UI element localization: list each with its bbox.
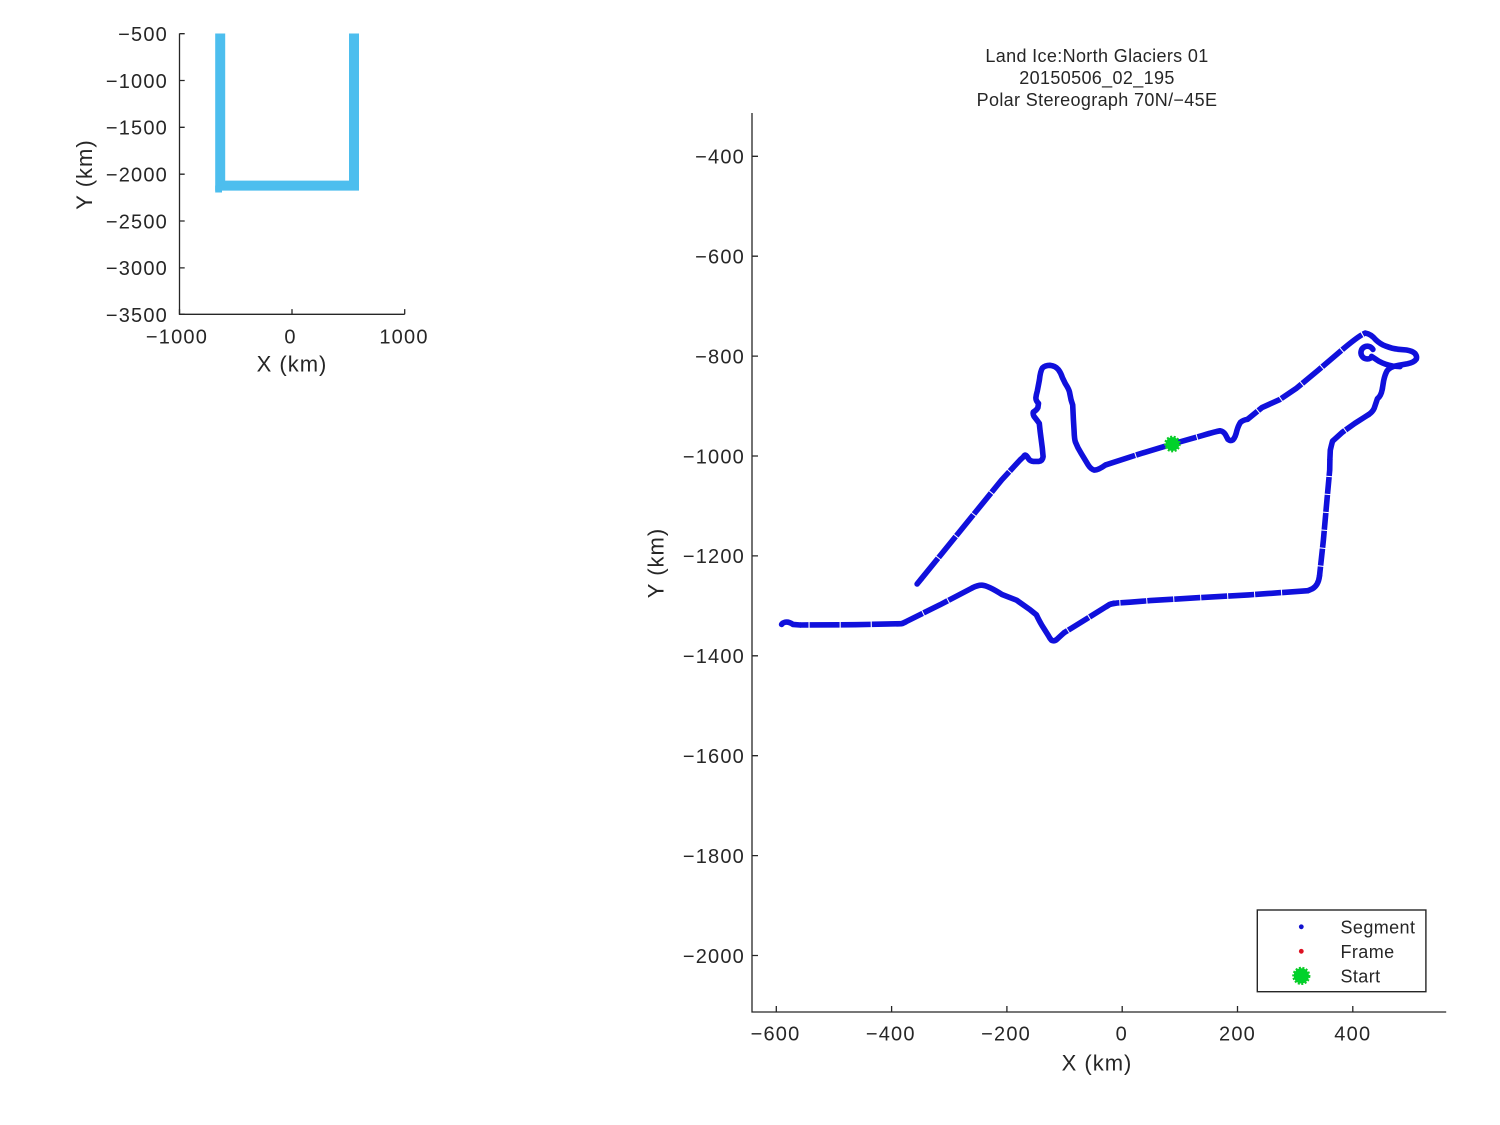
svg-text:−1400: −1400 xyxy=(683,646,745,668)
svg-text:−1600: −1600 xyxy=(683,746,745,768)
svg-text:−1000: −1000 xyxy=(146,327,208,349)
svg-text:1000: 1000 xyxy=(379,327,428,349)
svg-text:−1200: −1200 xyxy=(683,546,745,568)
svg-text:0: 0 xyxy=(1116,1024,1128,1046)
svg-text:−400: −400 xyxy=(866,1024,916,1046)
svg-text:−800: −800 xyxy=(695,346,745,368)
svg-text:X (km): X (km) xyxy=(1062,1051,1133,1076)
svg-text:20150506_02_195: 20150506_02_195 xyxy=(1019,68,1174,89)
svg-text:−500: −500 xyxy=(118,24,168,46)
svg-text:−3000: −3000 xyxy=(106,258,168,280)
svg-text:−2000: −2000 xyxy=(683,946,745,968)
svg-text:−1000: −1000 xyxy=(106,71,168,93)
svg-text:X (km): X (km) xyxy=(257,352,328,377)
svg-text:Start: Start xyxy=(1341,966,1381,986)
svg-text:−1500: −1500 xyxy=(106,118,168,140)
svg-text:−400: −400 xyxy=(695,147,745,169)
svg-text:−1800: −1800 xyxy=(683,846,745,868)
svg-text:−3500: −3500 xyxy=(106,305,168,327)
svg-text:−1000: −1000 xyxy=(683,446,745,468)
svg-text:−2500: −2500 xyxy=(106,211,168,233)
svg-text:400: 400 xyxy=(1334,1024,1371,1046)
svg-text:−2000: −2000 xyxy=(106,165,168,187)
svg-text:−600: −600 xyxy=(751,1024,801,1046)
svg-text:Land Ice:North Glaciers 01: Land Ice:North Glaciers 01 xyxy=(985,46,1208,66)
svg-text:Polar Stereograph 70N/−45E: Polar Stereograph 70N/−45E xyxy=(977,90,1218,110)
svg-text:Y (km): Y (km) xyxy=(644,528,669,598)
svg-text:Segment: Segment xyxy=(1341,917,1416,937)
svg-text:−600: −600 xyxy=(695,247,745,269)
svg-text:0: 0 xyxy=(284,327,296,349)
svg-text:Frame: Frame xyxy=(1341,942,1395,962)
svg-text:200: 200 xyxy=(1219,1024,1256,1046)
svg-text:Y (km): Y (km) xyxy=(72,139,97,209)
svg-text:−200: −200 xyxy=(981,1024,1031,1046)
